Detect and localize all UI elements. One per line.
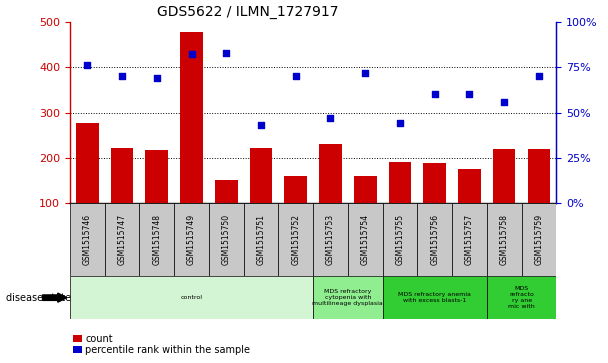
- Text: GSM1515753: GSM1515753: [326, 214, 335, 265]
- Text: count: count: [85, 334, 112, 344]
- Text: GSM1515756: GSM1515756: [430, 214, 439, 265]
- Bar: [487, 276, 556, 319]
- Point: [465, 91, 474, 97]
- Bar: [215, 180, 238, 203]
- Text: GSM1515758: GSM1515758: [500, 214, 509, 265]
- Text: GSM1515755: GSM1515755: [395, 214, 404, 265]
- Point: [291, 73, 300, 79]
- Bar: [417, 203, 452, 276]
- Bar: [244, 203, 278, 276]
- Point: [256, 122, 266, 128]
- Text: GSM1515752: GSM1515752: [291, 214, 300, 265]
- Bar: [285, 176, 307, 203]
- Text: GSM1515750: GSM1515750: [222, 214, 231, 265]
- Bar: [452, 203, 487, 276]
- Point: [430, 91, 440, 97]
- Point: [117, 73, 127, 79]
- Point: [83, 62, 92, 68]
- Text: GSM1515757: GSM1515757: [465, 214, 474, 265]
- Point: [499, 99, 509, 105]
- Text: disease state: disease state: [6, 293, 71, 303]
- Bar: [139, 203, 174, 276]
- Text: GSM1515748: GSM1515748: [152, 214, 161, 265]
- Point: [152, 75, 162, 81]
- Text: GSM1515747: GSM1515747: [117, 214, 126, 265]
- Text: MDS
refracto
ry ane
mic with: MDS refracto ry ane mic with: [508, 286, 535, 309]
- Bar: [354, 176, 376, 203]
- Bar: [278, 203, 313, 276]
- Bar: [76, 123, 98, 203]
- Bar: [313, 276, 382, 319]
- Point: [361, 70, 370, 76]
- Bar: [70, 203, 105, 276]
- Text: GSM1515746: GSM1515746: [83, 214, 92, 265]
- Text: GSM1515751: GSM1515751: [257, 214, 266, 265]
- Text: MDS refractory
cytopenia with
multilineage dysplasia: MDS refractory cytopenia with multilinea…: [313, 289, 383, 306]
- Bar: [348, 203, 382, 276]
- Bar: [174, 203, 209, 276]
- Text: GDS5622 / ILMN_1727917: GDS5622 / ILMN_1727917: [157, 5, 339, 19]
- Bar: [145, 150, 168, 203]
- Bar: [313, 203, 348, 276]
- Text: percentile rank within the sample: percentile rank within the sample: [85, 344, 250, 355]
- Bar: [382, 276, 487, 319]
- Point: [395, 121, 405, 126]
- Bar: [522, 203, 556, 276]
- Bar: [493, 149, 516, 203]
- Text: control: control: [181, 295, 202, 300]
- Bar: [423, 163, 446, 203]
- Text: GSM1515759: GSM1515759: [534, 214, 544, 265]
- Bar: [319, 144, 342, 203]
- Point: [534, 73, 544, 79]
- Bar: [180, 32, 203, 203]
- Bar: [250, 148, 272, 203]
- Text: GSM1515749: GSM1515749: [187, 214, 196, 265]
- Point: [187, 52, 196, 57]
- Bar: [382, 203, 417, 276]
- Bar: [487, 203, 522, 276]
- Point: [221, 50, 231, 56]
- Bar: [70, 276, 313, 319]
- Text: MDS refractory anemia
with excess blasts-1: MDS refractory anemia with excess blasts…: [398, 292, 471, 303]
- Bar: [389, 162, 411, 203]
- Bar: [528, 149, 550, 203]
- Bar: [209, 203, 244, 276]
- Bar: [111, 148, 133, 203]
- Point: [326, 115, 336, 121]
- Bar: [105, 203, 139, 276]
- Bar: [458, 169, 481, 203]
- Text: GSM1515754: GSM1515754: [361, 214, 370, 265]
